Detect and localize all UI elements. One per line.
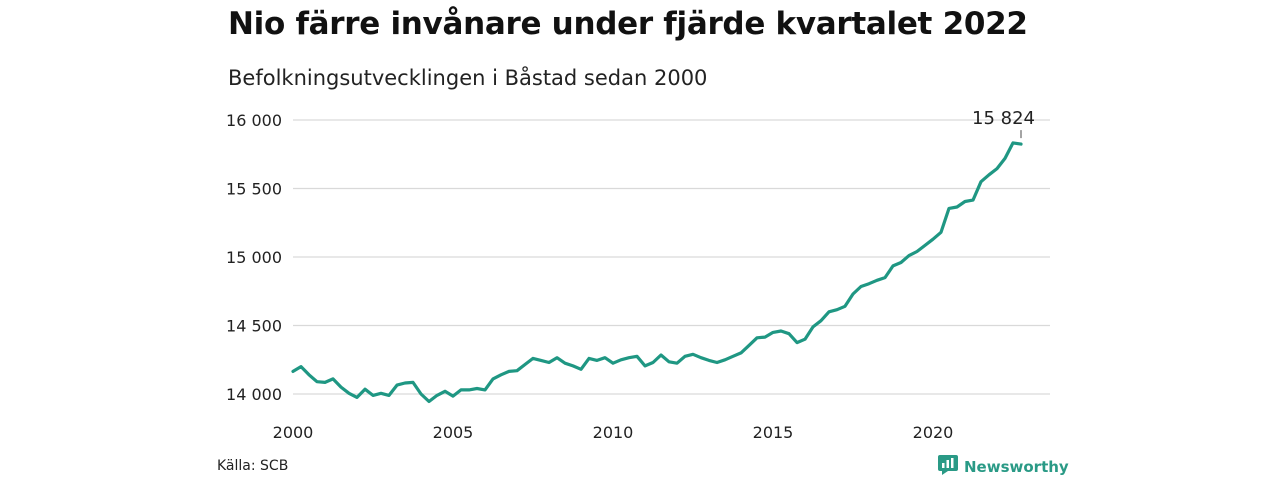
last-value-label: 15 824 xyxy=(972,108,1035,129)
x-tick-label: 2010 xyxy=(593,423,634,442)
brand-name: Newsworthy xyxy=(964,458,1069,476)
source-note: Källa: SCB xyxy=(217,458,289,474)
annotation-layer: 15 824 xyxy=(972,108,1035,139)
x-tick-label: 2015 xyxy=(753,423,794,442)
y-tick-label: 15 000 xyxy=(226,248,282,267)
y-tick-label: 15 500 xyxy=(226,180,282,199)
chart-subtitle: Befolkningsutvecklingen i Båstad sedan 2… xyxy=(228,66,708,90)
newsworthy-logo-icon xyxy=(938,455,958,479)
x-tick-label: 2005 xyxy=(433,423,474,442)
chart-title: Nio färre invånare under fjärde kvartale… xyxy=(228,6,1028,42)
brand-logo: Newsworthy xyxy=(938,455,1069,479)
x-tick-label: 2000 xyxy=(273,423,314,442)
y-tick-label: 14 500 xyxy=(226,317,282,336)
gridlines xyxy=(293,119,1050,395)
x-tick-label: 2020 xyxy=(913,423,954,442)
y-tick-label: 16 000 xyxy=(226,111,282,130)
y-tick-label: 14 000 xyxy=(226,385,282,404)
y-axis-ticks: 14 000 14 500 15 000 15 500 16 000 xyxy=(226,111,282,404)
series-layer xyxy=(291,141,1023,404)
series-line xyxy=(291,141,1023,404)
x-axis-ticks: 2000 2005 2010 2015 2020 xyxy=(273,423,954,442)
